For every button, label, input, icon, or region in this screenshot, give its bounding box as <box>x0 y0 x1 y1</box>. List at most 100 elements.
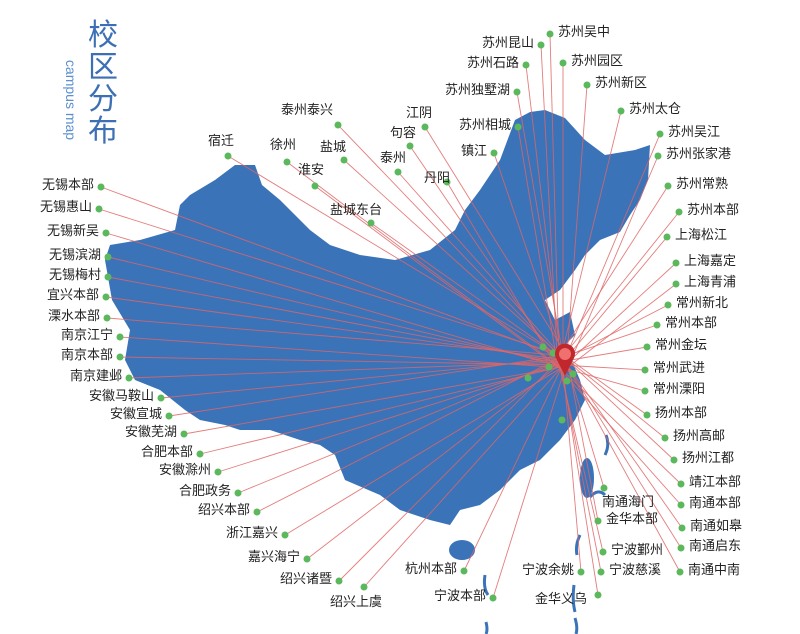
campus-label: 合肥本部 <box>140 445 193 460</box>
connector-line <box>564 355 648 416</box>
campus-dot <box>224 152 232 160</box>
campus-dot <box>394 168 402 176</box>
campus-dot <box>311 182 319 190</box>
campus-label: 淮安 <box>298 163 325 178</box>
campus-dot <box>594 517 602 525</box>
campus-dot <box>180 430 188 438</box>
connector-line <box>284 367 562 536</box>
campus-dot <box>559 59 567 67</box>
campus-dot <box>489 594 497 602</box>
campus-label: 上海松江 <box>675 228 728 243</box>
campus-dot <box>460 567 468 575</box>
campus-label: 无锡惠山 <box>39 200 92 215</box>
campus-label: 苏州吴中 <box>558 25 611 40</box>
campus-label: 安徽马鞍山 <box>88 389 154 404</box>
campus-dot <box>514 123 522 131</box>
campus-dot <box>664 182 672 190</box>
campus-dot <box>360 583 368 591</box>
connector-line <box>119 336 568 369</box>
connector-line <box>105 232 564 369</box>
campus-label: 绍兴诸暨 <box>279 572 332 587</box>
campus-dot <box>157 394 165 402</box>
campus-label: 苏州石路 <box>466 56 519 71</box>
campus-label: 南京本部 <box>60 348 113 363</box>
campus-dot <box>537 41 545 49</box>
connector-line <box>549 33 560 360</box>
connector-line <box>560 211 680 360</box>
campus-dot <box>116 353 124 361</box>
campus-label: 宿迁 <box>208 134 235 149</box>
campus-label: 泰州泰兴 <box>281 103 334 118</box>
campus-label: 无锡新吴 <box>46 224 99 239</box>
campus-label: 南通本部 <box>689 496 742 511</box>
nine-dash-line <box>482 434 610 634</box>
connector-line <box>256 355 564 513</box>
campus-dot <box>653 321 661 329</box>
connector-line <box>105 296 558 360</box>
campus-dot <box>577 568 585 576</box>
campus-label: 扬州本部 <box>655 406 708 421</box>
campus-dot <box>643 343 651 351</box>
connector-line <box>100 186 568 360</box>
connector-line <box>107 256 562 366</box>
connector-line <box>463 355 568 572</box>
connector-line <box>558 346 648 363</box>
campus-dot <box>97 183 105 191</box>
campus-dot <box>340 156 348 164</box>
connector-line <box>119 356 566 366</box>
connector-line <box>566 84 588 357</box>
connector-line <box>566 283 677 369</box>
hub-dot <box>524 374 532 382</box>
campus-label: 常州溧阳 <box>653 382 706 397</box>
campus-dot <box>643 411 651 419</box>
connector-line <box>516 91 566 369</box>
campus-label: 南通如皋 <box>690 519 743 534</box>
campus-label: 合肥政务 <box>178 484 231 499</box>
campus-dot <box>335 577 343 585</box>
campus-label: 丹阳 <box>424 171 451 186</box>
connector-line <box>560 361 599 596</box>
campus-label: 苏州昆山 <box>481 36 534 51</box>
connector-line <box>564 262 677 366</box>
hub-dot <box>569 370 577 378</box>
connector-line <box>107 276 560 363</box>
campus-dot <box>522 61 530 69</box>
campus-dot <box>214 468 222 476</box>
campus-label: 嘉兴海宁 <box>247 550 300 565</box>
campus-dot <box>234 489 242 497</box>
connector-line <box>183 367 558 435</box>
campus-label: 苏州独墅湖 <box>444 83 510 98</box>
campus-label: 靖江本部 <box>689 475 742 490</box>
campus-dot <box>116 333 124 341</box>
campus-label: 宁波本部 <box>433 589 486 604</box>
campus-dot <box>677 544 685 552</box>
connector-line <box>558 185 669 357</box>
connector-line <box>492 367 566 599</box>
campus-label: 金华本部 <box>606 512 659 527</box>
connector-line <box>343 159 562 357</box>
campus-dot <box>103 314 111 322</box>
campus-dot <box>672 259 680 267</box>
campus-dot <box>670 456 678 464</box>
page-title: 校区分布 <box>88 18 118 149</box>
campus-label: 宜兴本部 <box>46 288 99 303</box>
connector-line <box>562 358 682 549</box>
campus-dot <box>253 508 261 516</box>
campus-label: 无锡本部 <box>41 178 94 193</box>
campus-label: 镇江 <box>460 144 487 159</box>
campus-label: 绍兴本部 <box>197 503 250 518</box>
hub-dot <box>549 349 557 357</box>
campus-label: 常州金坛 <box>655 338 708 353</box>
connector-line <box>237 358 566 494</box>
connector-line <box>363 358 570 588</box>
campus-dot <box>664 301 672 309</box>
campus-dot <box>597 568 605 576</box>
connector-line <box>558 110 622 366</box>
campus-dot <box>677 480 685 488</box>
campus-dot <box>490 149 498 157</box>
campus-dot <box>663 233 671 241</box>
campus-dot <box>513 88 521 96</box>
campus-label: 无锡滨湖 <box>48 248 101 263</box>
connector-line <box>227 155 570 363</box>
